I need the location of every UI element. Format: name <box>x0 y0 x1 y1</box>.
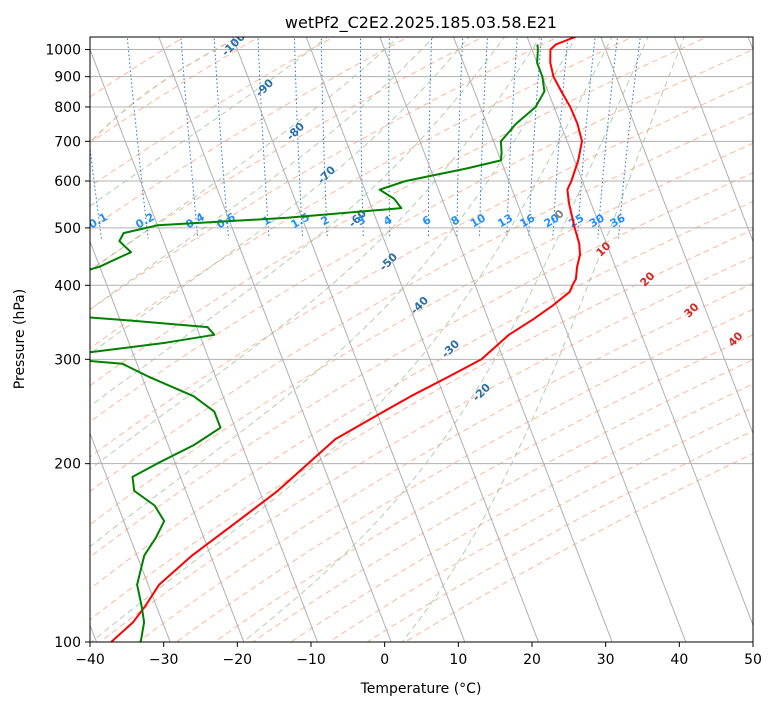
lcl-temperature-label: 20 <box>638 269 658 289</box>
isotherm-line <box>673 37 753 243</box>
x-tick-label: −30 <box>149 652 179 668</box>
lcl-temperature-label: 10 <box>594 239 614 259</box>
isotherm-line <box>90 431 171 642</box>
y-tick-label: 700 <box>54 134 81 150</box>
isotherm-line <box>90 240 245 642</box>
dry-adiabat <box>213 334 753 642</box>
moist-adiabat <box>242 37 649 642</box>
y-tick-label: 300 <box>54 352 81 368</box>
isotherm-line <box>90 48 319 642</box>
mixing-ratio-line <box>618 37 641 239</box>
moist-adiabat-label: -30 <box>439 337 462 360</box>
mixing-ratio-line <box>213 37 229 239</box>
dewpoint-profile-line <box>90 44 546 642</box>
x-tick-label: 10 <box>449 652 467 668</box>
moist-adiabat-label: -90 <box>253 76 276 99</box>
mixing-ratio-line <box>293 37 304 239</box>
moist-adiabat-label: -80 <box>284 120 307 143</box>
dry-adiabat <box>90 81 753 458</box>
y-tick-label: 500 <box>54 221 81 237</box>
plot-frame <box>89 36 754 643</box>
y-tick-label: 1000 <box>45 43 81 59</box>
moist-adiabat-label: -100 <box>219 30 248 59</box>
dry-adiabat <box>251 359 753 642</box>
isotherm-line <box>231 37 466 642</box>
isotherm-line <box>158 37 392 642</box>
moist-adiabats <box>90 37 685 642</box>
dry-adiabat <box>90 172 753 558</box>
mixing-ratio-label: 1 <box>260 213 273 228</box>
dry-adiabat <box>90 142 753 526</box>
mixing-ratio-line <box>506 37 518 239</box>
mixing-ratio-line <box>388 37 391 239</box>
y-tick-label: 400 <box>54 278 81 294</box>
temperature-profile-line <box>110 37 583 642</box>
x-tick-label: 20 <box>523 652 541 668</box>
grid-lines <box>90 37 753 642</box>
x-tick-label: 50 <box>744 652 762 668</box>
y-tick-label: 900 <box>54 70 81 86</box>
x-tick-label: −10 <box>296 652 326 668</box>
y-tick-label: 100 <box>54 635 81 651</box>
dry-adiabat <box>175 308 753 642</box>
y-tick-label: 200 <box>54 457 81 473</box>
mixing-ratio-line <box>597 37 619 239</box>
dry-adiabat <box>290 383 753 642</box>
dry-adiabat <box>404 453 753 642</box>
isotherm-line <box>526 37 753 627</box>
mixing-ratio-line <box>126 37 149 239</box>
x-axis-ticks: −40 −30 −20 −10 0 10 20 30 40 50 <box>75 642 762 668</box>
moist-adiabat <box>90 37 613 642</box>
mixing-ratio-line <box>456 37 464 239</box>
moist-adiabat-label: -20 <box>470 381 493 404</box>
y-tick-label: 600 <box>54 174 81 190</box>
moist-adiabat <box>90 37 329 207</box>
moist-adiabat <box>90 37 541 470</box>
mixing-ratio-label: 4 <box>381 213 394 228</box>
mixing-ratio-line <box>180 37 199 239</box>
moist-adiabat <box>90 37 470 355</box>
x-tick-label: 30 <box>597 652 615 668</box>
y-tick-label: 800 <box>54 100 81 116</box>
isotherm-line <box>747 37 753 51</box>
mixing-ratio-line <box>552 37 569 239</box>
dry-adiabat <box>90 37 709 387</box>
dry-adiabat <box>366 430 753 642</box>
mixing-ratio-line <box>428 37 433 239</box>
dry-adiabat <box>90 49 753 423</box>
mixing-ratio-line <box>576 37 596 239</box>
mixing-ratio-line <box>320 37 328 239</box>
profile-series <box>90 37 583 642</box>
x-tick-label: 0 <box>380 652 389 668</box>
mixing-ratio-label: 6 <box>420 213 433 228</box>
mixing-ratio-label: 8 <box>449 213 462 228</box>
isotherm-line <box>305 37 540 642</box>
dry-adiabat <box>90 37 260 144</box>
moist-adiabat-label: -70 <box>315 163 338 186</box>
mixing-ratio-line <box>528 37 543 239</box>
moist-adiabat-label: -50 <box>377 250 400 273</box>
lcl-temperature-label: 30 <box>682 300 702 320</box>
isotherm-line <box>452 37 687 642</box>
dry-adiabat <box>90 200 753 590</box>
lcl-temperature-label: 40 <box>726 329 746 349</box>
x-tick-label: 40 <box>670 652 688 668</box>
y-axis-label: Pressure (hPa) <box>12 289 28 389</box>
moist-adiabat <box>90 37 577 548</box>
mixing-ratio-line <box>479 37 489 239</box>
x-axis-label: Temperature (°C) <box>360 681 482 697</box>
mixing-ratio-line <box>257 37 270 239</box>
y-axis-ticks: 100 200 300 400 500 600 700 800 900 1000 <box>45 43 90 651</box>
mixing-ratio-line <box>360 37 364 239</box>
plot-area: -100-90-80-70-60-50-40-30-200.1 0.2 0.4 0.6… <box>90 30 753 642</box>
moist-adiabat-label: -40 <box>408 294 431 317</box>
chart-title: wetPf2_C2E2.2025.185.03.58.E21 <box>285 13 557 33</box>
isotherm-line <box>600 37 753 435</box>
x-tick-label: −40 <box>75 652 105 668</box>
dry-adiabat <box>90 112 753 492</box>
dry-adiabats <box>90 37 753 642</box>
dry-adiabat <box>90 37 185 98</box>
x-tick-label: −20 <box>223 652 253 668</box>
